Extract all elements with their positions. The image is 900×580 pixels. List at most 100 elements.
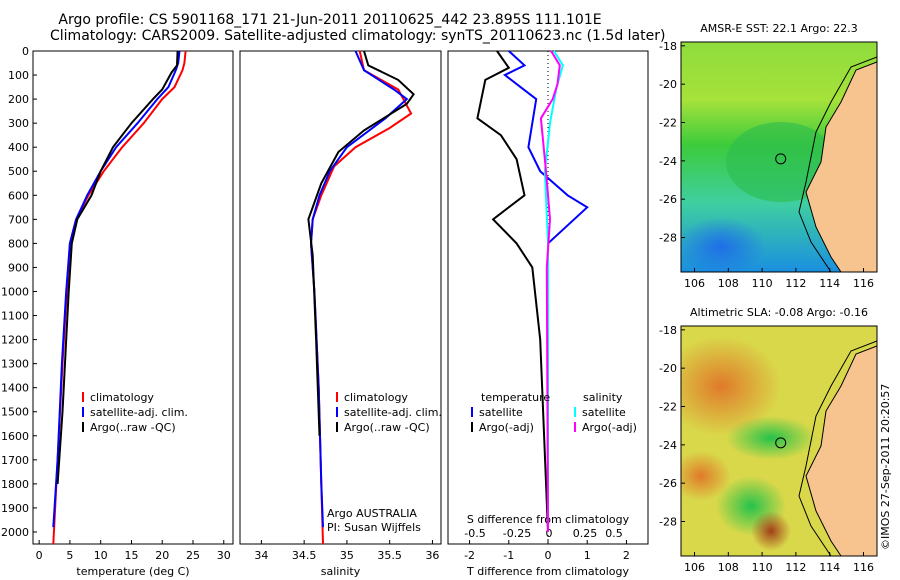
figure-title-line1: Argo profile: CS 5901168_171 21-Jun-2011… [58,12,602,28]
salinity-line-0 [309,50,413,545]
tdiff-xtick-label: -1 [503,549,514,562]
sla-map-xtick-label: 116 [853,561,874,574]
sla-map-title: Altimetric SLA: -0.08 Argo: -0.16 [690,306,868,319]
sla-map-xtick-label: 108 [718,561,739,574]
sdiff-tick-label: 0.5 [605,527,623,540]
salinity-xtick-label: 34 [254,549,268,562]
sst-map-argo-marker [775,153,787,165]
sst-map-field [681,42,877,272]
salinity-line-1 [309,50,409,528]
difference-line-1 [476,50,549,533]
tdiff-xtick-label: -2 [464,549,475,562]
temperature-xtick-label: 20 [155,549,169,562]
depth-tick-label: 1000 [1,285,29,298]
sst-map-xtick-label: 108 [718,277,739,290]
green-patch [726,416,816,460]
sla-map-ytick-label: -24 [659,439,677,452]
sst-map-xtick-label: 112 [785,277,806,290]
sla-map-field [681,326,877,556]
salinity-line-2 [307,50,415,436]
depth-tick-label: 1800 [1,478,29,491]
sla-map-argo-marker [775,437,787,449]
temperature-xtick-label: 15 [124,549,138,562]
sla-map-xtick-label: 106 [684,561,705,574]
salinity-legend-label: climatology [344,391,408,404]
sla-map-ytick-label: -22 [659,401,677,414]
depth-tick-label: 1600 [1,430,29,443]
temperature-xtick-label: 0 [36,549,43,562]
depth-tick-label: 0 [22,45,29,58]
depth-tick-label: 1100 [1,310,29,323]
temperature-line-1 [52,50,181,528]
sla-map-xtick-label: 110 [752,561,773,574]
sla-map-ytick-label: -26 [659,477,677,490]
depth-tick-label: 1700 [1,454,29,467]
sla-map-xtick-label: 114 [819,561,840,574]
sla-map-xtick-label: 112 [785,561,806,574]
tdiff-legend-label: Argo(-adj) [479,421,534,434]
depth-tick-label: 1300 [1,358,29,371]
cold-patch [681,217,766,272]
depth-tick-label: 1200 [1,334,29,347]
tdiff-legend-label: satellite [479,406,523,419]
depth-tick-label: 800 [8,237,29,250]
sdiff-tick-label: 0.25 [573,527,598,540]
depth-tick-label: 600 [8,189,29,202]
sdiff-legend-label: Argo(-adj) [582,421,637,434]
salinity-xtick-label: 35 [340,549,354,562]
sst-map-frame [680,41,878,273]
sst-map-xtick-label: 116 [853,277,874,290]
depth-tick-label: 900 [8,261,29,274]
temperature-xtick-label: 5 [66,549,73,562]
depth-tick-label: 200 [8,93,29,106]
sla-map-ytick-label: -18 [659,324,677,337]
argo-australia-label: Argo AUSTRALIA [327,507,417,520]
warm-patch [681,336,781,436]
dark-patch [751,511,791,551]
temperature-legend-label: Argo(..raw -QC) [90,421,176,434]
salinity-xtick-label: 36 [425,549,439,562]
sst-map-ytick-label: -26 [659,193,677,206]
sst-map-land [805,61,877,272]
sst-map-xtick-label: 114 [819,277,840,290]
sdiff-legend-label: satellite [582,406,626,419]
depth-tick-label: 300 [8,117,29,130]
temperature-xtick-label: 10 [94,549,108,562]
sst-map-ytick-label: -24 [659,155,677,168]
tdiff-xtick-label: 0 [545,549,552,562]
salinity-plot-frame [239,50,442,545]
temperature-xtick-label: 30 [217,549,231,562]
salinity-xtick-label: 35.5 [377,549,402,562]
sst-map-isobath [798,56,877,272]
sst-map-title: AMSR-E SST: 22.1 Argo: 22.3 [700,22,858,35]
pi-label: PI: Susan Wijffels [327,521,421,534]
tdiff-xlabel: T difference from climatology [466,565,629,578]
sla-map-ytick-label: -28 [659,516,677,529]
temperature-xlabel: temperature (deg C) [76,565,189,578]
tdiff-xtick-label: 2 [623,549,630,562]
depth-tick-label: 1900 [1,502,29,515]
warm-patch [681,451,731,501]
sst-map-ytick-label: -20 [659,78,677,91]
tdiff-xtick-label: 1 [584,549,591,562]
legend-title-temperature: temperature [481,391,550,404]
temperature-legend-label: satellite-adj. clim. [90,406,188,419]
figure-title-line2: Climatology: CARS2009. Satellite-adjuste… [50,28,666,44]
sst-map-ytick-label: -22 [659,117,677,130]
sdiff-tick-label: 0 [546,527,553,540]
sla-map-ytick-label: -20 [659,362,677,375]
difference-line-3 [539,50,561,533]
temperature-line-2 [56,50,179,484]
sdiff-tick-label: -0.25 [503,527,531,540]
depth-tick-label: 1400 [1,382,29,395]
depth-tick-label: 1500 [1,406,29,419]
depth-tick-label: 100 [8,69,29,82]
sdiff-tick-label: -0.5 [464,527,485,540]
depth-tick-label: 700 [8,213,29,226]
temperature-xtick-label: 25 [186,549,200,562]
depth-tick-label: 2000 [1,526,29,539]
sst-map-xtick-label: 110 [752,277,773,290]
temperature-legend-label: climatology [90,391,154,404]
sla-map-land [805,345,877,556]
salinity-legend-label: satellite-adj. clim. [344,406,442,419]
